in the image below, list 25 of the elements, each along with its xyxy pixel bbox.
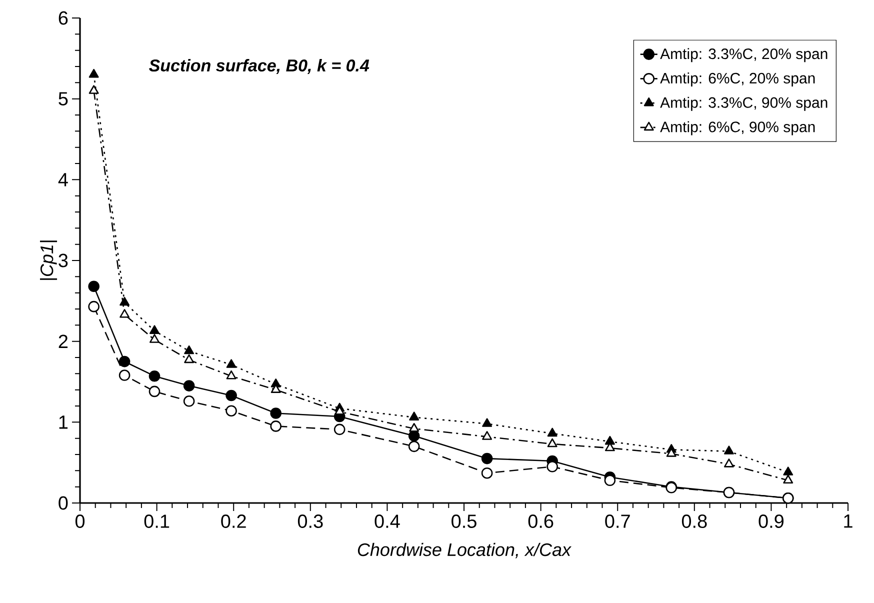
y-tick-label: 0 <box>58 496 68 510</box>
annotation: Suction surface, B0, k = 0.4 <box>149 59 370 74</box>
x-tick-label: 0.4 <box>374 514 400 528</box>
x-axis-title: Chordwise Location, x/Cax <box>358 542 572 558</box>
x-tick-label: 0.8 <box>682 514 707 528</box>
y-tick-label: 4 <box>58 173 68 186</box>
x-tick-label: 0.6 <box>528 514 554 528</box>
x-tick-label: 0.9 <box>758 514 784 528</box>
y-tick-label: 6 <box>58 11 68 25</box>
legend-label: Amtip: 3.3%C, 20% span <box>660 48 828 62</box>
x-tick-label: 0.1 <box>144 514 170 528</box>
x-tick-label: 0.3 <box>298 514 323 528</box>
x-tick-label: 0 <box>75 514 85 528</box>
legend-label: Amtip: 3.3%C, 90% span <box>660 96 828 111</box>
x-tick-label: 0.7 <box>605 514 630 528</box>
y-tick-label: 5 <box>58 92 68 106</box>
x-tick-label: 0.2 <box>221 514 246 528</box>
legend-label: Amtip: 6%C, 90% span <box>660 121 815 136</box>
y-tick-label: 3 <box>58 254 68 268</box>
y-tick-label: 2 <box>58 334 68 348</box>
y-axis-title: |Cp1| <box>40 240 58 280</box>
x-tick-label: 0.5 <box>452 514 476 528</box>
x-tick-label: 1 <box>844 514 852 528</box>
legend-label: Amtip: 6%C, 20% span <box>660 72 815 86</box>
y-tick-label: 1 <box>59 416 68 429</box>
